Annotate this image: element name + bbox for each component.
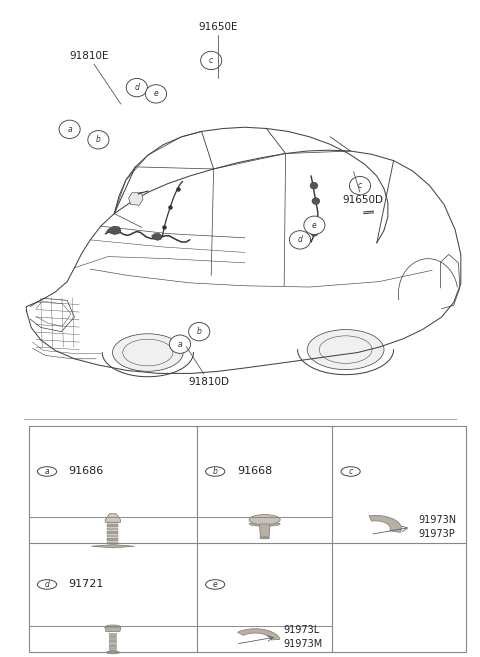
Polygon shape [260, 524, 270, 538]
Circle shape [37, 579, 57, 589]
Text: 91686: 91686 [69, 466, 104, 476]
Text: 91721: 91721 [69, 579, 104, 589]
Polygon shape [152, 234, 162, 240]
Text: d: d [134, 83, 139, 92]
Circle shape [349, 177, 371, 195]
Circle shape [126, 78, 147, 97]
Circle shape [310, 182, 318, 189]
Polygon shape [109, 636, 117, 637]
Text: b: b [96, 135, 101, 145]
Circle shape [37, 466, 57, 476]
Circle shape [311, 229, 318, 236]
Text: a: a [178, 340, 182, 349]
Text: c: c [209, 56, 213, 65]
Circle shape [289, 231, 311, 249]
Text: 91973P: 91973P [418, 530, 455, 539]
Text: 91650E: 91650E [199, 22, 238, 79]
Circle shape [312, 198, 320, 204]
Text: d: d [45, 580, 49, 589]
Circle shape [341, 466, 360, 476]
Polygon shape [109, 638, 117, 640]
Circle shape [313, 219, 321, 225]
Polygon shape [129, 193, 143, 205]
Circle shape [189, 323, 210, 341]
Polygon shape [109, 650, 117, 651]
Text: e: e [154, 89, 158, 99]
Text: c: c [358, 181, 362, 190]
Polygon shape [109, 647, 117, 649]
Polygon shape [109, 645, 117, 646]
Circle shape [88, 131, 109, 149]
Ellipse shape [260, 537, 269, 539]
Polygon shape [108, 520, 119, 523]
Text: 91973N: 91973N [418, 515, 456, 525]
Text: d: d [298, 235, 302, 244]
Ellipse shape [249, 514, 280, 525]
Text: b: b [213, 467, 217, 476]
Text: e: e [213, 580, 217, 589]
Text: 91668: 91668 [237, 466, 272, 476]
Polygon shape [105, 514, 120, 522]
Text: 91973M: 91973M [284, 639, 323, 649]
Polygon shape [108, 541, 119, 544]
Ellipse shape [307, 330, 384, 370]
Polygon shape [91, 545, 134, 548]
Polygon shape [108, 528, 119, 530]
Text: c: c [348, 467, 353, 476]
Circle shape [205, 466, 225, 476]
Polygon shape [109, 641, 117, 642]
Ellipse shape [106, 651, 120, 654]
Circle shape [304, 216, 325, 235]
Text: e: e [312, 221, 317, 230]
Text: a: a [67, 125, 72, 134]
Ellipse shape [105, 625, 121, 629]
Text: 91810D: 91810D [186, 346, 229, 387]
Polygon shape [108, 535, 119, 537]
Circle shape [145, 85, 167, 103]
Ellipse shape [112, 334, 183, 371]
Circle shape [205, 579, 225, 589]
Polygon shape [109, 643, 117, 645]
Polygon shape [369, 515, 401, 532]
Text: 91810E: 91810E [69, 51, 121, 104]
Text: 91973L: 91973L [284, 625, 320, 635]
Polygon shape [105, 627, 121, 631]
Polygon shape [108, 538, 119, 541]
Polygon shape [108, 531, 119, 533]
Ellipse shape [249, 522, 280, 526]
Polygon shape [109, 633, 117, 635]
Circle shape [59, 120, 80, 139]
Polygon shape [107, 226, 121, 235]
Text: 91650D: 91650D [342, 171, 383, 205]
Circle shape [201, 51, 222, 70]
Text: b: b [197, 327, 202, 336]
Circle shape [169, 335, 191, 353]
Text: a: a [45, 467, 49, 476]
Polygon shape [238, 629, 280, 640]
Polygon shape [108, 524, 119, 527]
